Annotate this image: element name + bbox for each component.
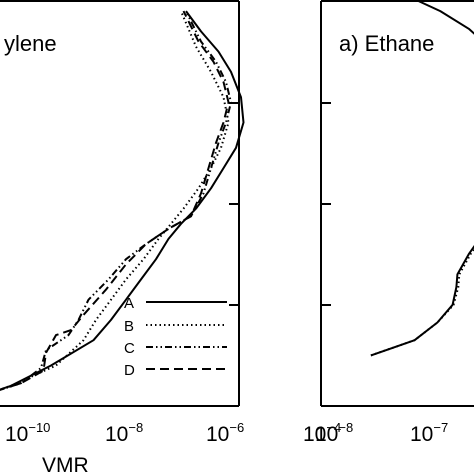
legend-entry-a: A (124, 295, 227, 312)
series-line-b (0, 10, 230, 391)
legend-entry-c: C (124, 340, 227, 357)
series-line-a (417, 0, 474, 35)
series-line-c (0, 10, 232, 391)
series-line-b (370, 247, 474, 357)
legend-label: C (124, 340, 135, 357)
left-panel: ylene 10−10 10−8 10−6 10−4 A B C D VMR (0, 0, 341, 474)
y-axis-ticks (229, 102, 331, 306)
right-panel: a) Ethane 10−8 10−7 (315, 0, 474, 446)
left-panel-series (0, 10, 245, 391)
legend: A B C D (124, 295, 227, 379)
legend-label: B (124, 318, 134, 335)
x-tick-label: 10−8 (105, 420, 143, 446)
legend-label: D (124, 362, 135, 379)
series-line-a (370, 244, 474, 357)
right-panel-title: a) Ethane (339, 31, 434, 56)
legend-entry-d: D (124, 362, 227, 379)
series-line-a (0, 10, 245, 391)
legend-label: A (124, 295, 134, 312)
legend-entry-b: B (124, 318, 227, 335)
x-tick-label: 10−8 (315, 420, 353, 446)
series-line-d (0, 10, 230, 391)
left-panel-x-tick-labels: 10−10 10−8 10−6 10−4 (5, 420, 341, 446)
right-panel-x-tick-labels: 10−8 10−7 (315, 420, 448, 446)
left-panel-x-axis-title: VMR (42, 454, 89, 474)
x-tick-label: 10−6 (206, 420, 244, 446)
x-tick-label: 10−10 (5, 420, 50, 446)
left-panel-title: ylene (4, 31, 57, 56)
right-panel-series (370, 0, 474, 357)
x-tick-label: 10−7 (410, 420, 448, 446)
